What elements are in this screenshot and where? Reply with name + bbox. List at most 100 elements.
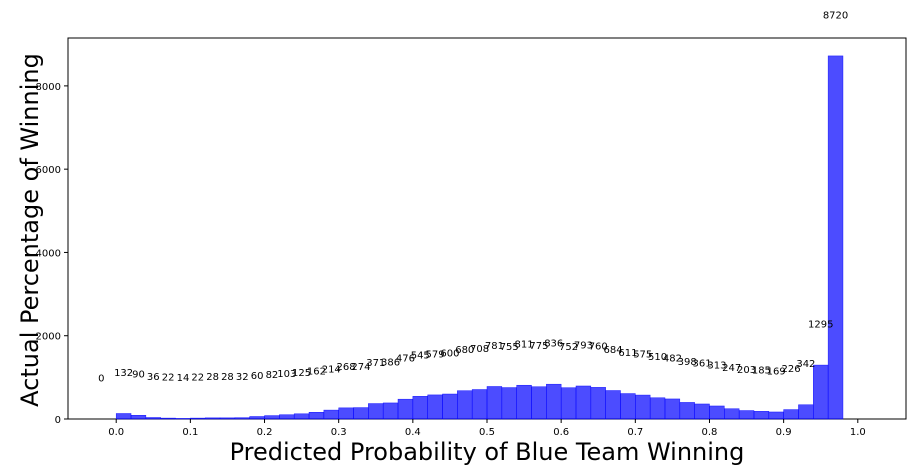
bars-group: [115, 55, 844, 420]
bar-value-label: 82: [266, 370, 279, 381]
histogram-bar: [724, 408, 740, 420]
bar-value-label: 342: [796, 359, 815, 370]
histogram-bar: [130, 415, 147, 420]
bar-value-label: 36: [147, 372, 160, 383]
histogram-bar: [649, 397, 666, 420]
histogram-bar: [234, 417, 250, 420]
histogram-bar: [308, 412, 325, 420]
bar-value-label: 28: [206, 372, 219, 383]
bar-value-label: 90: [132, 370, 145, 381]
histogram-bar: [427, 394, 443, 420]
histogram-bar: [145, 417, 161, 420]
histogram-bar: [768, 411, 784, 420]
bar-value-label: 203: [737, 365, 756, 376]
bar-value-label: 103: [277, 369, 296, 380]
histogram-bar: [516, 384, 532, 420]
histogram-bar: [486, 386, 503, 420]
bar-value-label: 760: [589, 342, 608, 353]
bar-value-label: 684: [604, 345, 623, 356]
histogram-bar: [115, 413, 132, 420]
histogram-bar: [279, 414, 295, 420]
histogram-bar: [264, 415, 280, 420]
bar-value-label: 476: [396, 354, 415, 365]
histogram-bar: [160, 417, 176, 420]
bar-value-label: 781: [485, 341, 504, 352]
bar-value-label: 680: [455, 345, 474, 356]
histogram-bar: [575, 385, 592, 420]
histogram-bar: [590, 387, 606, 420]
y-tick-label: 0: [55, 415, 61, 426]
x-tick-label: 0.5: [479, 427, 495, 438]
bar-value-label: 247: [722, 363, 741, 374]
histogram-bar: [664, 398, 681, 420]
bar-value-label: 545: [411, 351, 430, 362]
bar-value-label: 1295: [808, 319, 833, 330]
bar-value-label: 214: [322, 364, 341, 375]
bar-value-label: 226: [782, 364, 801, 375]
bar-value-label: 371: [366, 358, 385, 369]
bar-value-label: 0: [98, 373, 104, 384]
histogram-bar: [382, 402, 399, 420]
y-axis-title: Actual Percentage of Winning: [16, 53, 44, 407]
histogram-bar: [694, 403, 710, 420]
bar-value-label: 811: [515, 340, 534, 351]
bar-value-label: 169: [767, 366, 786, 377]
histogram-bar: [338, 407, 354, 420]
histogram-bar: [397, 398, 414, 420]
bar-value-label: 8720: [823, 10, 848, 21]
x-tick-label: 0.9: [776, 427, 792, 438]
x-tick-label: 1.0: [850, 427, 866, 438]
histogram-bar: [679, 402, 695, 420]
x-tick-label: 0.0: [108, 427, 124, 438]
bar-value-label: 611: [618, 348, 637, 359]
histogram-bar: [560, 387, 577, 420]
bar-value-label: 510: [648, 352, 667, 363]
histogram-bar: [546, 383, 562, 420]
y-tick-label: 4000: [36, 248, 61, 259]
histogram-bar: [471, 389, 488, 420]
histogram-bar: [175, 418, 191, 420]
x-tick-label: 0.3: [331, 427, 347, 438]
histogram-bar: [827, 55, 844, 420]
plot-frame: [67, 37, 907, 420]
bar-value-label: 14: [177, 373, 190, 384]
bar-value-label: 775: [529, 341, 548, 352]
histogram-bar: [738, 410, 755, 420]
histogram-bar: [353, 407, 369, 420]
histogram-bar: [798, 404, 814, 420]
histogram-bar: [368, 403, 384, 420]
histogram-bar: [293, 413, 310, 420]
x-axis-ticks: 0.0 0.1 0.2 0.3 0.4 0.5 0.6 0.7 0.8 0.9 1.0: [108, 419, 866, 438]
y-tick-label: 8000: [36, 82, 61, 93]
histogram-bar: [753, 411, 770, 420]
bar-value-label: 125: [292, 368, 311, 379]
bar-value-label: 575: [633, 349, 652, 360]
x-tick-label: 0.2: [257, 427, 273, 438]
bar-value-label: 60: [251, 371, 264, 382]
x-tick-label: 0.4: [405, 427, 421, 438]
y-axis-ticks: 0 2000 4000 6000 8000: [36, 82, 68, 426]
histogram-bar: [219, 417, 236, 420]
histogram-bar: [783, 409, 799, 420]
histogram-bar: [412, 396, 428, 420]
bar-value-label: 836: [544, 339, 563, 350]
bar-value-label: 185: [752, 366, 771, 377]
y-tick-label: 6000: [36, 165, 61, 176]
bar-value-label: 793: [574, 340, 593, 351]
bar-value-label: 579: [426, 349, 445, 360]
y-tick-label: 2000: [36, 332, 61, 343]
histogram-bar: [635, 394, 651, 420]
bar-value-label: 361: [693, 358, 712, 369]
histogram-bar: [323, 409, 339, 420]
bar-value-label: 32: [236, 372, 249, 383]
bar-value-label: 755: [500, 342, 519, 353]
bar-value-label: 752: [559, 342, 578, 353]
x-tick-label: 0.6: [553, 427, 569, 438]
x-axis-title: Predicted Probability of Blue Team Winni…: [230, 438, 745, 466]
histogram-bar: [249, 416, 265, 420]
histogram-bar: [813, 364, 829, 420]
bar-value-label: 22: [162, 372, 175, 383]
histogram-bar: [457, 390, 473, 420]
bar-value-label: 274: [351, 362, 370, 373]
bar-value-label: 600: [440, 348, 459, 359]
